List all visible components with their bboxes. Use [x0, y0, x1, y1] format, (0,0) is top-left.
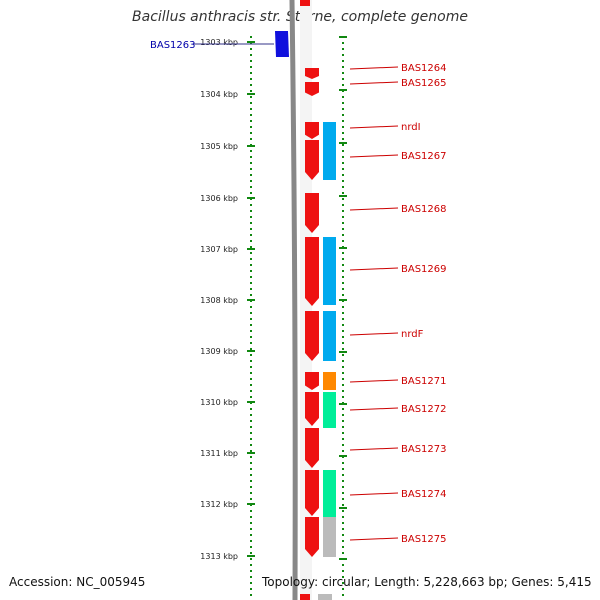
gene-label-bas1272: BAS1272 [401, 404, 447, 415]
ruler-tick-label: 1309 kbp [200, 347, 238, 356]
gene-leader-bas1274 [349, 492, 399, 496]
gene-arrow-bas1271 [305, 372, 319, 390]
gene-leader-bas1272 [349, 407, 399, 411]
gene-label-bas1269: BAS1269 [401, 264, 447, 275]
gene-label-bas1267: BAS1267 [401, 151, 447, 162]
accession-text: Accession: NC_005945 [9, 575, 146, 589]
topology-text: Topology: circular; Length: 5,228,663 bp… [262, 575, 592, 589]
gene-arrow-bas1269 [305, 237, 319, 306]
gene-label-bas1274: BAS1274 [401, 489, 447, 500]
gene-label-bas1271: BAS1271 [401, 376, 447, 387]
gene-arrow-bas1273 [305, 428, 319, 468]
ruler-tick-label: 1311 kbp [200, 449, 238, 458]
cog-block-bas1271 [323, 372, 336, 390]
gene-arrow-nrdi [305, 122, 319, 139]
gene-label-bas1265: BAS1265 [401, 78, 447, 89]
gene-arrow-bas1274 [305, 470, 319, 516]
ruler-tick-label: 1310 kbp [200, 398, 238, 407]
gene-arrow-bas1275 [305, 517, 319, 557]
gene-leader-bas1273 [349, 447, 399, 451]
ruler-tick-label: 1306 kbp [200, 194, 238, 203]
cog-block-nrdi [323, 122, 336, 180]
ruler-tick-label: 1304 kbp [200, 90, 238, 99]
ruler-tick-label: 1313 kbp [200, 552, 238, 561]
ruler-tick-label: 1307 kbp [200, 245, 238, 254]
gene-label-nrdi: nrdI [401, 122, 421, 133]
ruler-tick-label: 1312 kbp [200, 500, 238, 509]
gene-arrow-bas1272 [305, 392, 319, 426]
gene-leader-nrdf [349, 332, 399, 336]
ruler-tick-label: 1305 kbp [200, 142, 238, 151]
gene-arrow-nrdf [305, 311, 319, 361]
gene-label-nrdf: nrdF [401, 329, 424, 340]
cog-block-nrdf [323, 311, 336, 361]
gene-label-bas1264: BAS1264 [401, 63, 447, 74]
gene-bas1263-block [275, 31, 289, 57]
cog-track-stub-bottom [318, 594, 332, 600]
gene-leader-nrdi [349, 125, 399, 129]
cog-block-bas1274 [323, 470, 336, 517]
gene-arrow-bas1267 [305, 140, 319, 180]
gene-leader-bas1267 [349, 154, 399, 158]
ruler-tick-label: 1308 kbp [200, 296, 238, 305]
gene-leader-bas1265 [349, 81, 399, 85]
gene-label-bas1268: BAS1268 [401, 204, 447, 215]
gene-leader-bas1268 [349, 207, 399, 211]
gene-label-bas1273: BAS1273 [401, 444, 447, 455]
ruler-tick-label: 1303 kbp [200, 38, 238, 47]
gene-leader-bas1271 [349, 379, 399, 383]
cog-block-bas1269 [323, 237, 336, 305]
gene-arrow-bas1268 [305, 193, 319, 233]
gene-leader-bas1269 [349, 267, 399, 271]
gene-arrow-bas1264 [305, 68, 319, 79]
gene-label-bas1275: BAS1275 [401, 534, 447, 545]
forward-track-stub-bottom [300, 594, 310, 600]
gene-leader-bas1264 [349, 66, 399, 70]
cog-block-bas1272 [323, 392, 336, 428]
gene-label-bas1263: BAS1263 [150, 40, 196, 51]
gene-arrow-bas1265 [305, 82, 319, 96]
gene-leader-bas1275 [349, 537, 399, 541]
cog-block-bas1275 [323, 517, 336, 557]
genome-backbone [289, 0, 298, 600]
forward-track-stub-top [300, 0, 310, 6]
